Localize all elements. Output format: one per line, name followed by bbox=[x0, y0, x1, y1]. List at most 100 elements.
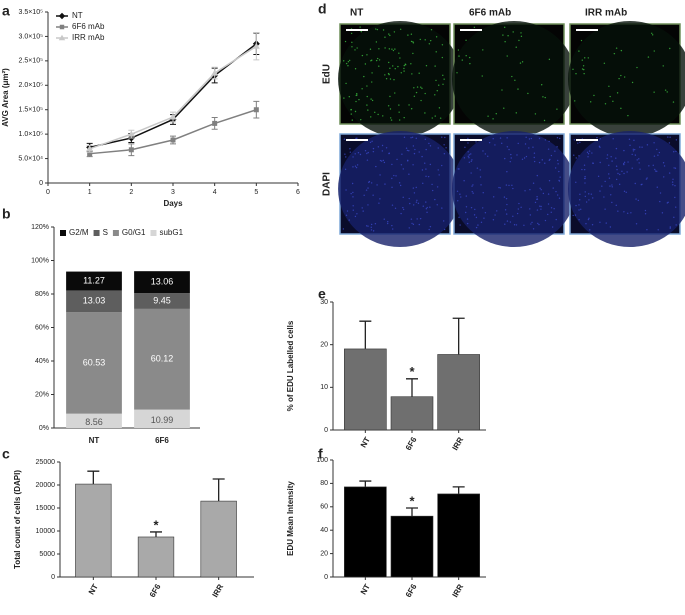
cell-dot bbox=[529, 208, 531, 210]
cell-dot bbox=[514, 79, 516, 82]
cell-dot bbox=[441, 136, 443, 138]
cell-dot bbox=[578, 155, 580, 157]
cell-dot bbox=[574, 214, 577, 216]
well bbox=[338, 131, 462, 247]
cell-dot bbox=[384, 183, 386, 185]
cell-dot bbox=[413, 192, 416, 194]
cell-dot bbox=[540, 205, 542, 208]
cell-dot bbox=[512, 187, 514, 190]
cell-dot bbox=[365, 189, 368, 191]
y-tick-label: 0 bbox=[51, 574, 55, 581]
cell-dot bbox=[645, 178, 648, 180]
cell-dot bbox=[342, 228, 345, 230]
cell-dot bbox=[387, 221, 389, 223]
cell-dot bbox=[364, 149, 367, 152]
cell-dot bbox=[402, 196, 404, 199]
cell-dot bbox=[344, 40, 347, 43]
cell-dot bbox=[591, 224, 594, 226]
cell-dot bbox=[350, 109, 352, 111]
cell-dot bbox=[534, 113, 537, 115]
point bbox=[211, 69, 219, 76]
cell-dot bbox=[653, 142, 655, 144]
x-tick-label: NT bbox=[89, 436, 100, 445]
x-tick-label: NT bbox=[359, 582, 372, 596]
cell-dot bbox=[424, 39, 426, 41]
cell-dot bbox=[356, 164, 359, 166]
cell-dot bbox=[393, 174, 395, 177]
cell-dot bbox=[548, 180, 551, 182]
y-tick-label: 40% bbox=[35, 358, 49, 365]
cell-dot bbox=[668, 142, 671, 144]
cell-dot bbox=[408, 173, 410, 175]
point bbox=[252, 42, 260, 49]
cell-dot bbox=[662, 65, 664, 67]
cell-dot bbox=[557, 163, 559, 165]
cell-dot bbox=[404, 63, 407, 65]
cell-dot bbox=[427, 175, 430, 178]
cell-dot bbox=[411, 73, 413, 75]
cell-dot bbox=[389, 108, 392, 110]
series-line bbox=[89, 43, 257, 149]
cell-dot bbox=[398, 111, 400, 113]
cell-dot bbox=[460, 196, 462, 198]
bar-segment bbox=[66, 312, 122, 414]
cell-dot bbox=[672, 184, 674, 186]
cell-dot bbox=[653, 50, 655, 52]
cell-dot bbox=[639, 146, 641, 148]
cell-dot bbox=[474, 208, 476, 211]
legend-label: IRR mAb bbox=[72, 33, 105, 42]
cell-dot bbox=[411, 222, 413, 225]
cell-dot bbox=[515, 46, 517, 48]
cell-dot bbox=[506, 203, 508, 206]
cell-dot bbox=[438, 84, 440, 86]
cell-dot bbox=[611, 186, 613, 188]
cell-dot bbox=[529, 188, 531, 191]
cell-dot bbox=[350, 192, 352, 195]
cell-dot bbox=[429, 163, 432, 166]
cell-dot bbox=[610, 194, 612, 196]
cell-dot bbox=[434, 198, 436, 201]
cell-dot bbox=[623, 162, 625, 165]
cell-dot bbox=[366, 159, 369, 161]
cell-dot bbox=[389, 95, 391, 98]
cell-dot bbox=[492, 138, 494, 140]
point bbox=[170, 137, 176, 143]
cell-dot bbox=[588, 150, 591, 152]
cell-dot bbox=[466, 222, 469, 225]
cell-dot bbox=[580, 39, 583, 42]
cell-dot bbox=[403, 64, 405, 67]
cell-dot bbox=[617, 172, 619, 175]
cell-dot bbox=[343, 97, 345, 99]
cell-dot bbox=[653, 155, 656, 157]
legend-marker bbox=[58, 12, 66, 20]
cell-dot bbox=[379, 159, 382, 162]
cell-dot bbox=[667, 136, 669, 138]
cell-dot bbox=[424, 138, 427, 141]
cell-dot bbox=[608, 177, 611, 179]
cell-dot bbox=[626, 171, 628, 173]
cell-dot bbox=[581, 168, 583, 171]
cell-dot bbox=[412, 42, 415, 44]
y-tick-label: 60 bbox=[320, 504, 328, 511]
x-tick-label: 5 bbox=[254, 189, 258, 196]
cell-dot bbox=[395, 175, 397, 177]
cell-dot bbox=[615, 204, 617, 207]
cell-dot bbox=[412, 52, 414, 55]
cell-dot bbox=[384, 36, 386, 38]
cell-dot bbox=[481, 75, 483, 77]
cell-dot bbox=[483, 217, 485, 219]
cell-dot bbox=[412, 223, 415, 226]
cell-dot bbox=[407, 34, 409, 36]
cell-dot bbox=[544, 139, 547, 141]
cell-dot bbox=[354, 165, 357, 167]
cell-dot bbox=[370, 116, 372, 118]
cell-dot bbox=[383, 161, 386, 164]
cell-dot bbox=[505, 213, 508, 215]
cell-dot bbox=[402, 208, 405, 211]
cell-dot bbox=[456, 72, 458, 74]
cell-dot bbox=[504, 223, 506, 225]
cell-dot bbox=[668, 172, 671, 174]
cell-dot bbox=[618, 183, 621, 186]
cell-dot bbox=[370, 226, 372, 228]
cell-dot bbox=[458, 168, 460, 170]
